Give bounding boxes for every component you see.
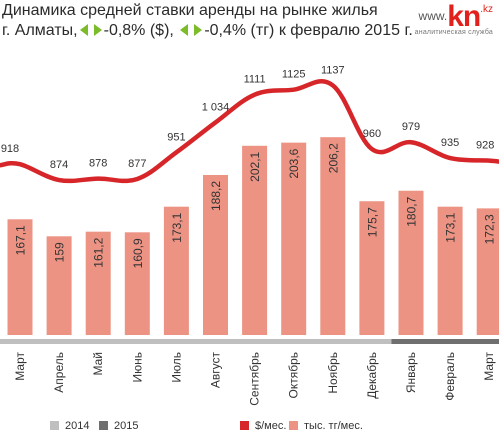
category-label-9: Декабрь	[365, 352, 379, 399]
bar-4	[163, 206, 189, 335]
chart-title: Динамика средней ставки аренды на рынке …	[2, 1, 413, 41]
year-band-2014	[0, 339, 392, 344]
bar-5	[203, 174, 228, 335]
line-label-8: 1137	[321, 64, 345, 76]
bar-label-12: 172,3	[483, 214, 497, 244]
category-label-11: Февраль	[443, 352, 457, 401]
category-label-7: Октябрь	[287, 352, 301, 399]
bar-label-10: 180,7	[405, 196, 419, 226]
bar-label-11: 173,1	[444, 212, 458, 242]
bar-6	[242, 145, 268, 335]
category-label-6: Сентябрь	[248, 352, 262, 406]
bar-7	[281, 142, 307, 335]
bar-3	[124, 232, 150, 335]
usd-line	[0, 79, 499, 184]
line-label-4: 951	[167, 131, 185, 143]
bar-label-9: 175,7	[365, 207, 379, 237]
line-label-1: 874	[50, 159, 68, 171]
bar-12	[476, 208, 499, 335]
line-label-7: 1125	[282, 69, 306, 81]
bar-label-0: 167,1	[14, 225, 28, 255]
bar-0	[7, 219, 33, 335]
category-label-3: Июнь	[130, 352, 144, 383]
line-label-0: 918	[1, 143, 19, 155]
bar-10	[398, 190, 424, 335]
category-label-2: Май	[91, 352, 105, 376]
title-line-1: Динамика средней ставки аренды на рынке …	[2, 2, 378, 19]
category-label-12: Март	[482, 352, 496, 381]
category-label-5: Август	[209, 352, 223, 389]
bar-label-6: 202,1	[248, 151, 262, 181]
kn-logo: www.kn.kz аналитическая служба	[414, 0, 493, 37]
line-label-6: 1111	[244, 74, 266, 86]
bars-layer	[7, 137, 499, 335]
line-label-5: 1 034	[202, 101, 230, 113]
legend-2014: 2014	[50, 420, 89, 432]
legend-usd: $/мес.	[240, 420, 286, 432]
bar-2	[85, 231, 111, 335]
arrows-icon	[79, 24, 102, 36]
line-label-3: 877	[128, 158, 146, 170]
legend-kzt: тыс. тг/мес.	[289, 420, 363, 432]
line-label-2: 878	[89, 158, 107, 170]
usd-change: -0,8% ($),	[103, 22, 174, 39]
year-band-2015	[391, 339, 499, 344]
title-line-2: г. Алматы, -0,8% ($), -0,4% (тг) к феврал…	[2, 21, 413, 41]
bar-label-1: 159	[53, 242, 67, 262]
axis-layer: Март Апрель Май Июнь Июль Август Сентябрь Октяб…	[0, 339, 499, 406]
line-label-10: 979	[402, 121, 420, 133]
arrows-icon-2	[180, 24, 203, 36]
labels-layer: 167,1 159 161,2 160,9 173,1 188,2 202,1 203,6 20…	[1, 64, 497, 268]
category-label-8: Ноябрь	[326, 352, 340, 394]
bar-label-5: 188,2	[209, 181, 223, 211]
bar-label-2: 161,2	[92, 237, 106, 267]
bar-label-7: 203,6	[287, 148, 301, 178]
bar-label-4: 173,1	[170, 212, 184, 242]
line-label-12: 928	[476, 140, 494, 152]
line-label-11: 935	[441, 137, 459, 149]
category-label-1: Апрель	[52, 352, 66, 393]
bar-11	[437, 206, 463, 335]
category-label-0: Март	[13, 352, 27, 381]
bar-1	[46, 236, 72, 335]
line-label-9: 960	[363, 128, 381, 140]
bar-9	[359, 201, 385, 335]
legend-2015: 2015	[99, 420, 138, 432]
city-label: г. Алматы,	[2, 22, 78, 39]
line-layer	[0, 79, 499, 184]
category-label-10: Январь	[404, 352, 418, 393]
bar-8	[320, 137, 346, 335]
kzt-change: -0,4% (тг) к февралю 2015 г.	[204, 22, 413, 39]
bar-label-3: 160,9	[131, 238, 145, 268]
category-label-4: Июль	[169, 352, 183, 383]
bar-label-8: 206,2	[326, 143, 340, 173]
